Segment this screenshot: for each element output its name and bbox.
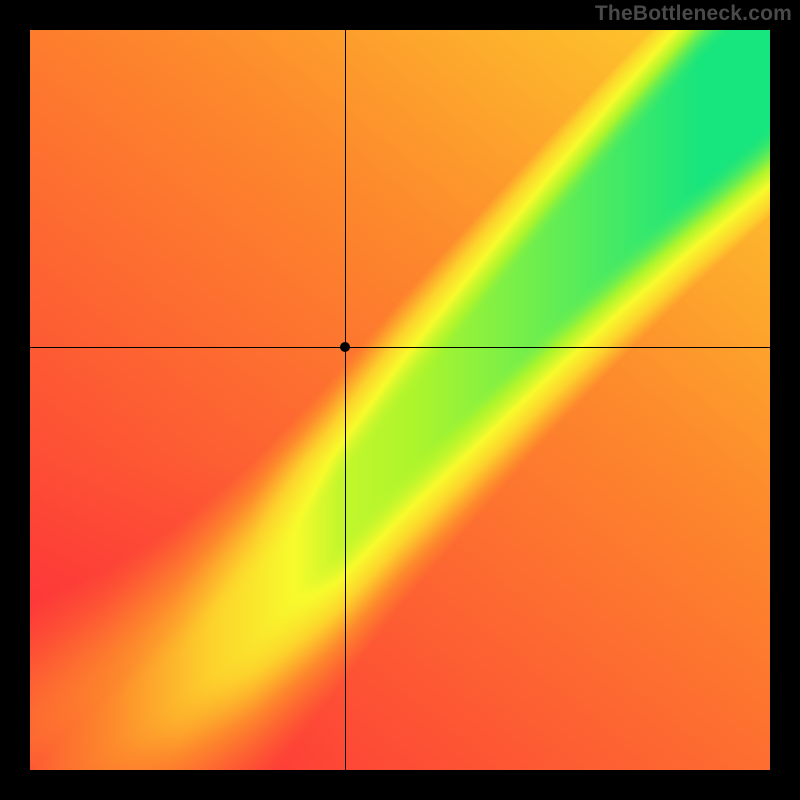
crosshair-vertical [345, 30, 346, 770]
heatmap-canvas [30, 30, 770, 770]
watermark-text: TheBottleneck.com [595, 2, 792, 26]
marker-dot [340, 342, 350, 352]
plot-area [30, 30, 770, 770]
crosshair-horizontal [30, 347, 770, 348]
chart-frame: TheBottleneck.com [0, 0, 800, 800]
